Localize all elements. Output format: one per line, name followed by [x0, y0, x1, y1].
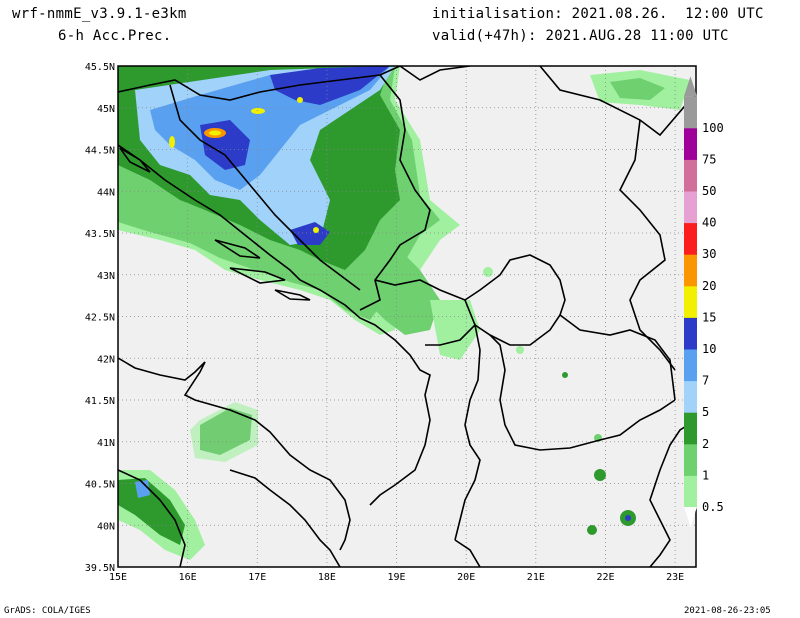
latitude-label: 45.5N — [85, 62, 115, 73]
precip-cell-greece-a — [594, 469, 606, 481]
longitude-label: 23E — [666, 572, 684, 583]
precip-cell-bulgaria — [562, 372, 568, 378]
precip-cell-15-e — [313, 227, 319, 233]
model-title: wrf-nmmE_v3.9.1-e3km — [12, 6, 187, 22]
gulf-of-taranto — [118, 469, 186, 567]
italy-east-coast — [118, 357, 351, 551]
precip-cell-15-c — [297, 97, 303, 103]
islands-dalmatia-b — [229, 267, 286, 284]
precip-cell-greece-d — [587, 525, 597, 535]
islands-dalmatia-a — [214, 239, 261, 259]
italy-heel — [229, 469, 341, 567]
initialisation-time: initialisation: 2021.08.26. 12:00 UTC — [432, 6, 764, 22]
border-kosovo — [464, 254, 566, 346]
latitude-label: 44N — [97, 187, 115, 198]
latitude-label: 39.5N — [85, 563, 115, 574]
latitude-label: 45N — [97, 104, 115, 115]
precip-area-2-italy — [118, 478, 185, 545]
colorbar-level-label: 1 — [702, 468, 709, 482]
colorbar-level-label: 50 — [702, 184, 716, 198]
colorbar-band — [684, 191, 697, 224]
precip-area-0p5-coast — [360, 250, 440, 335]
border-bosnia-serbia — [359, 74, 431, 311]
colorbar-band — [684, 127, 697, 160]
colorbar-band — [684, 317, 697, 350]
border-albania — [425, 323, 481, 541]
valid-time: valid(+47h): 2021.AUG.28 11:00 UTC — [432, 28, 729, 44]
latitude-label: 41N — [97, 438, 115, 449]
footer-credit: GrADS: COLA/IGES — [4, 606, 91, 616]
longitude-label: 19E — [388, 572, 406, 583]
colorbar-band — [684, 349, 697, 382]
precip-area-5-italy — [135, 480, 150, 498]
latitude-label: 42N — [97, 354, 115, 365]
colorbar-level-label: 5 — [702, 405, 709, 419]
coastlines-and-borders — [118, 66, 696, 567]
longitude-label: 18E — [318, 572, 336, 583]
longitude-label: 21E — [527, 572, 545, 583]
colorbar-band — [684, 222, 697, 255]
islands-dalmatia-c — [274, 289, 311, 301]
latitude-axis-labels: 45.5N 45N 44.5N 44N 43.5N 43N 42.5N 42N 41.5N 41N… — [85, 62, 115, 574]
longitude-label: 22E — [596, 572, 614, 583]
border-greece-albania — [454, 539, 481, 567]
colorbar-level-label: 75 — [702, 152, 716, 166]
latitude-label: 42.5N — [85, 313, 115, 324]
colorbar-band — [684, 380, 697, 413]
colorbar-level-label: 10 — [702, 342, 716, 356]
colorbar-band — [684, 475, 697, 508]
latitude-label: 43N — [97, 271, 115, 282]
colorbar-level-label: 20 — [702, 279, 716, 293]
latitude-label: 40.5N — [85, 480, 115, 491]
latitude-label: 40N — [97, 521, 115, 532]
precip-cell-15-a — [209, 130, 221, 136]
islands-dalmatia-d — [119, 147, 151, 173]
precip-cell-15-b — [251, 108, 265, 114]
colorbar-level-label: 30 — [702, 247, 716, 261]
precip-cell-greece-c — [625, 515, 631, 521]
colorbar-level-label: 100 — [702, 121, 724, 135]
colorbar-band — [684, 412, 697, 445]
colorbar: 0.5 1 2 5 7 10 15 20 30 40 50 75 100 — [684, 76, 724, 527]
precip-area-10-north — [270, 66, 390, 105]
colorbar-band — [684, 254, 697, 287]
adriatic-east-coast — [118, 144, 431, 506]
latitude-label: 41.5N — [85, 396, 115, 407]
colorbar-level-label: 15 — [702, 310, 716, 324]
precip-area-0p5-puglia — [190, 402, 258, 462]
colorbar-band — [684, 443, 697, 476]
product-title: 6-h Acc.Prec. — [58, 28, 172, 44]
latitude-label: 43.5N — [85, 229, 115, 240]
latitude-label: 44.5N — [85, 146, 115, 157]
longitude-label: 15E — [109, 572, 127, 583]
longitude-axis-labels: 15E 16E 17E 18E 19E 20E 21E 22E 23E — [109, 572, 684, 583]
longitude-label: 17E — [248, 572, 266, 583]
border-montenegro-serbia — [374, 279, 466, 301]
border-macedonia — [489, 334, 676, 451]
border-serbia-east — [399, 66, 471, 81]
colorbar-bottom-arrow — [684, 507, 697, 527]
colorbar-band — [684, 285, 697, 318]
colorbar-top-arrow — [684, 76, 697, 97]
longitude-label: 16E — [179, 572, 197, 583]
footer-timestamp: 2021-08-26-23:05 — [684, 606, 771, 616]
border-croatia-bosnia — [118, 66, 401, 101]
precipitation-fields — [118, 66, 690, 560]
colorbar-level-label: 0.5 — [702, 500, 724, 514]
precip-area-1-ne — [610, 78, 665, 100]
longitude-label: 20E — [457, 572, 475, 583]
precip-cell-macedonia — [516, 346, 524, 354]
border-bosnia-south — [169, 84, 361, 291]
precip-cell-kosovo — [483, 267, 493, 277]
aegean-coast — [649, 419, 696, 567]
colorbar-band — [684, 159, 697, 192]
colorbar-level-label: 40 — [702, 216, 716, 230]
colorbar-band — [684, 96, 697, 129]
colorbar-level-label: 2 — [702, 437, 709, 451]
border-macedonia-bulgaria — [559, 314, 676, 401]
precip-cell-15-d — [169, 136, 175, 148]
colorbar-level-label: 7 — [702, 374, 709, 388]
